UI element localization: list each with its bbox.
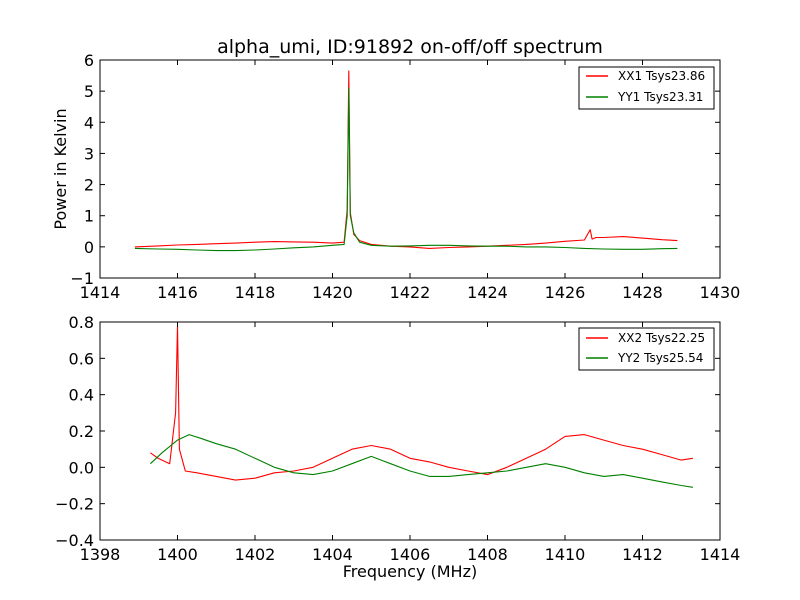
top-subplot: alpha_umi, ID:91892 on-off/off spectrum … <box>51 36 740 302</box>
bottom-plot-area <box>150 325 693 488</box>
top-y-tick-label: 4 <box>84 113 94 132</box>
bottom-legend-label-xx2: XX2 Tsys22.25 <box>618 331 705 345</box>
top-x-tick-label: 1422 <box>390 283 431 302</box>
top-y-tick-label: 1 <box>84 207 94 226</box>
top-y-tick-label: 0 <box>84 238 94 257</box>
top-chart-title: alpha_umi, ID:91892 on-off/off spectrum <box>217 36 603 58</box>
bottom-y-tick-label: 0.0 <box>69 458 94 477</box>
top-y-tick-label: 6 <box>84 51 94 70</box>
bottom-x-tick-label: 1400 <box>157 545 198 564</box>
top-plot-area <box>134 70 678 252</box>
bottom-series-line-1 <box>150 325 693 481</box>
bottom-x-axis-label: Frequency (MHz) <box>343 562 477 581</box>
top-y-tick-label: −1 <box>70 269 94 288</box>
bottom-x-axis: 1398 1400 1402 1404 1406 1408 1410 1412 1414 <box>80 322 741 564</box>
top-y-axis: −1 0 1 2 3 4 5 6 <box>70 51 720 288</box>
bottom-y-tick-label: 0.4 <box>69 386 94 405</box>
top-x-tick-label: 1416 <box>157 283 198 302</box>
top-x-axis: 1414 1416 1418 1420 1422 1424 1426 1428 1430 <box>80 60 741 302</box>
top-y-tick-label: 2 <box>84 176 94 195</box>
top-legend-label-xx1: XX1 Tsys23.86 <box>618 69 705 83</box>
top-x-tick-label: 1414 <box>80 283 121 302</box>
bottom-x-tick-label: 1406 <box>390 545 431 564</box>
top-x-tick-label: 1420 <box>312 283 353 302</box>
bottom-legend-box <box>578 327 715 371</box>
bottom-x-tick-label: 1398 <box>80 545 121 564</box>
bottom-y-tick-label: 0.8 <box>69 313 94 332</box>
bottom-y-tick-label: 0.2 <box>69 422 94 441</box>
bottom-legend-label-yy2: YY2 Tsys25.54 <box>617 351 703 365</box>
bottom-x-tick-label: 1404 <box>312 545 353 564</box>
top-x-tick-label: 1418 <box>235 283 276 302</box>
bottom-x-tick-label: 1402 <box>235 545 276 564</box>
top-x-tick-label: 1424 <box>467 283 508 302</box>
bottom-x-tick-label: 1410 <box>545 545 586 564</box>
top-y-tick-label: 5 <box>84 82 94 101</box>
bottom-y-tick-label: 0.6 <box>69 349 94 368</box>
top-series-line-2 <box>134 87 678 252</box>
top-legend-label-yy1: YY1 Tsys23.31 <box>617 90 703 104</box>
bottom-series-line-2 <box>150 434 693 488</box>
top-x-tick-label: 1428 <box>622 283 663 302</box>
bottom-legend: XX2 Tsys22.25 YY2 Tsys25.54 <box>578 327 715 371</box>
bottom-y-tick-label: −0.4 <box>55 531 94 550</box>
bottom-x-tick-label: 1414 <box>700 545 741 564</box>
top-legend-box <box>578 66 715 110</box>
bottom-x-tick-label: 1408 <box>467 545 508 564</box>
top-legend: XX1 Tsys23.86 YY1 Tsys23.31 <box>578 66 715 110</box>
top-y-axis-label: Power in Kelvin <box>51 108 70 229</box>
top-x-tick-label: 1430 <box>700 283 741 302</box>
top-y-tick-label: 3 <box>84 144 94 163</box>
bottom-x-tick-label: 1412 <box>622 545 663 564</box>
bottom-y-axis: −0.4 −0.2 0.0 0.2 0.4 0.6 0.8 <box>55 313 720 550</box>
bottom-subplot: 1398 1400 1402 1404 1406 1408 1410 1412 1414 −0.… <box>55 313 740 581</box>
top-x-tick-label: 1426 <box>545 283 586 302</box>
bottom-y-tick-label: −0.2 <box>55 495 94 514</box>
